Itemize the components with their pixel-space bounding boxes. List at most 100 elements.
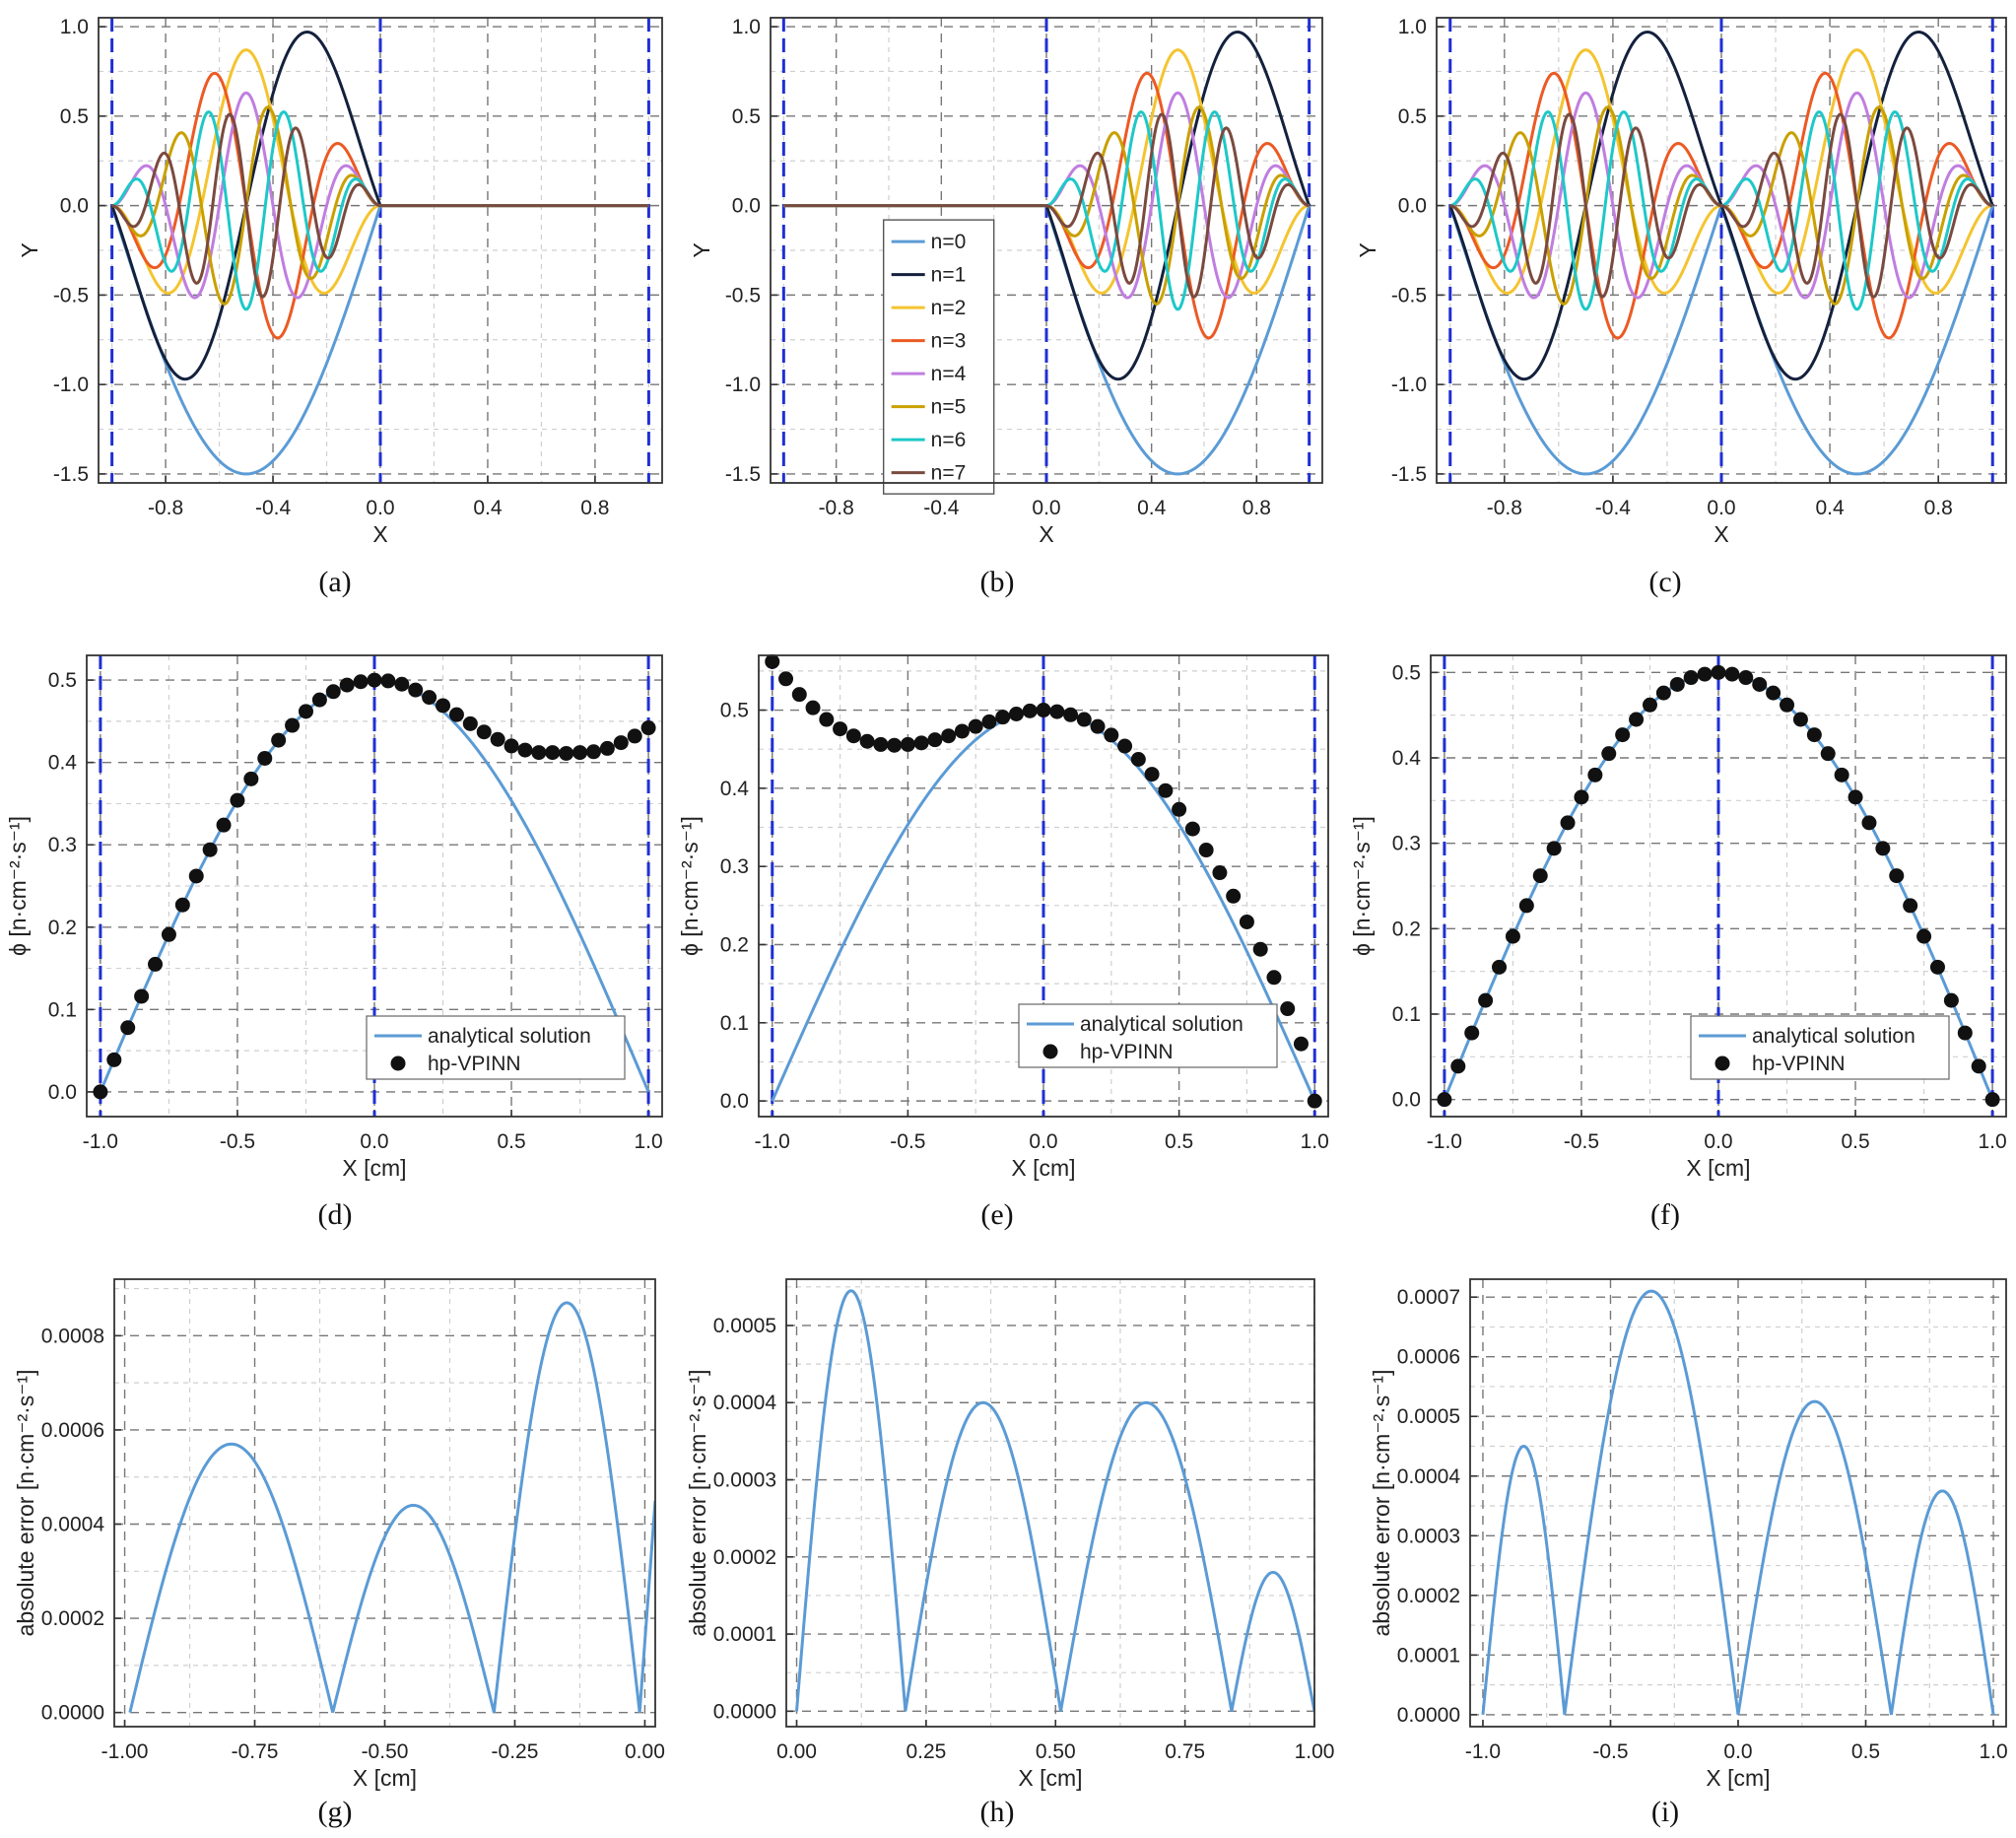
y-axis-label: absolute error [n·cm⁻²·s⁻¹] <box>1369 1370 1394 1637</box>
hp-vpinn-point <box>1697 666 1713 682</box>
x-tick-label: -0.50 <box>362 1740 409 1763</box>
hp-vpinn-point <box>1172 801 1187 817</box>
y-tick-label: 1.0 <box>1398 16 1427 38</box>
x-tick-label: 0.50 <box>1036 1740 1076 1763</box>
panel-g: -1.00 -0.75 -0.50 -0.25 0.00 0.0000 0.0002 0.00… <box>13 1278 665 1828</box>
x-tick-label: 0.00 <box>776 1740 817 1763</box>
y-tick-label: 0.0008 <box>41 1325 104 1347</box>
y-tick-label: 0.5 <box>60 105 89 128</box>
plot-frame <box>770 17 1323 484</box>
plot-frame <box>98 17 663 484</box>
x-tick-label: -0.75 <box>232 1740 279 1763</box>
hp-vpinn-point <box>1546 841 1562 856</box>
absolute-error-line <box>1481 1289 1995 1716</box>
y-tick-label: 0.0007 <box>1397 1286 1460 1309</box>
hp-vpinn-point <box>1766 685 1781 701</box>
hp-vpinn-point <box>1587 767 1603 783</box>
hp-vpinn-point <box>1943 992 1959 1008</box>
hp-vpinn-point <box>1158 783 1174 798</box>
x-tick-label: -1.0 <box>1465 1740 1501 1763</box>
hp-vpinn-point <box>1252 941 1268 957</box>
hp-vpinn-point <box>1117 738 1133 754</box>
x-tick-label: -0.5 <box>1564 1130 1599 1153</box>
hp-vpinn-point <box>531 745 547 761</box>
y-tick-label: 0.0002 <box>41 1607 104 1630</box>
hp-vpinn-point <box>339 677 355 693</box>
legend-entry-hp-vpinn: hp-VPINN <box>1080 1041 1174 1063</box>
y-tick-label: 0.0 <box>60 195 89 218</box>
hp-vpinn-point <box>1683 670 1699 686</box>
legend-box <box>882 219 995 495</box>
x-tick-label: -1.0 <box>83 1130 118 1153</box>
hp-vpinn-point <box>1450 1058 1466 1074</box>
y-tick-label: 0.0000 <box>713 1700 776 1723</box>
hp-vpinn-point <box>243 771 259 786</box>
hp-vpinn-point <box>1505 928 1520 944</box>
x-tick-label: 0.5 <box>1165 1130 1193 1153</box>
panel-e: -1.0 -0.5 0.0 0.5 1.0 0.0 0.1 0.2 0.3 0.4 0.5 X [cm… <box>677 653 1329 1231</box>
y-axis-label: ϕ [n·cm⁻²·s⁻¹] <box>5 816 31 956</box>
hp-vpinn-point <box>1861 815 1877 831</box>
hp-vpinn-point <box>1104 727 1119 743</box>
plot-area <box>795 1289 1314 1712</box>
legend-entry-analytical: analytical solution <box>1752 1025 1915 1048</box>
x-tick-label: 0.8 <box>1924 497 1953 519</box>
y-tick-label: 0.2 <box>720 933 749 956</box>
hp-vpinn-point <box>298 704 313 719</box>
y-tick-label: 0.0 <box>732 195 761 218</box>
hp-vpinn-point <box>120 1020 136 1036</box>
hp-vpinn-point <box>517 742 533 758</box>
x-tick-label: 1.00 <box>1295 1740 1335 1763</box>
x-tick-label: 0.0 <box>1704 1130 1732 1153</box>
plot-frame <box>113 1278 656 1728</box>
hp-vpinn-point <box>900 736 915 752</box>
hp-vpinn-point <box>106 1052 122 1067</box>
x-tick-label: 0.0 <box>360 1130 388 1153</box>
panel-caption: (f) <box>1650 1198 1680 1231</box>
absolute-error-line <box>128 1301 655 1714</box>
x-tick-label: -0.8 <box>148 497 183 519</box>
x-tick-label: 0.25 <box>906 1740 946 1763</box>
y-axis-label: ϕ [n·cm⁻²·s⁻¹] <box>677 816 703 956</box>
hp-vpinn-point <box>1738 670 1754 686</box>
hp-vpinn-point <box>1655 685 1671 701</box>
panel-f: -1.0 -0.5 0.0 0.5 1.0 0.0 0.1 0.2 0.3 0.4 0.5 X [cm… <box>1349 654 2007 1231</box>
x-tick-label: 1.0 <box>1978 1130 2006 1153</box>
legend-swatch-hp-vpinn <box>1714 1055 1730 1071</box>
hp-vpinn-point <box>1478 992 1494 1008</box>
hp-vpinn-point <box>1063 707 1079 722</box>
hp-vpinn-point <box>559 745 574 761</box>
y-tick-label: -1.0 <box>53 374 89 396</box>
hp-vpinn-point <box>1929 959 1945 975</box>
x-axis-label: X [cm] <box>1018 1765 1082 1791</box>
hp-vpinn-point <box>1903 898 1918 914</box>
x-tick-label: 0.4 <box>1815 497 1845 519</box>
hp-vpinn-point <box>1144 767 1160 783</box>
legend-box <box>1690 1015 1950 1080</box>
hp-vpinn-point <box>285 717 301 733</box>
hp-vpinn-point <box>572 745 588 761</box>
hp-vpinn-point <box>1820 746 1836 762</box>
x-tick-label: -0.5 <box>890 1130 925 1153</box>
hp-vpinn-point <box>380 673 396 689</box>
x-axis-label: X <box>1039 521 1053 547</box>
y-tick-label: 0.3 <box>48 834 77 856</box>
x-tick-label: 0.8 <box>1243 497 1271 519</box>
hp-vpinn-point <box>1957 1025 1973 1041</box>
hp-vpinn-point <box>1984 1092 2000 1108</box>
legend-swatch-hp-vpinn <box>1042 1044 1058 1059</box>
hp-vpinn-point <box>1889 868 1905 884</box>
x-tick-label: 0.75 <box>1165 1740 1205 1763</box>
legend: analytical solution hp-VPINN <box>1690 1015 1950 1080</box>
panel-caption: (b) <box>980 566 1015 598</box>
hp-vpinn-point <box>311 692 327 708</box>
hp-vpinn-point <box>408 682 424 698</box>
hp-vpinn-point <box>1280 1001 1296 1017</box>
x-tick-label: -0.4 <box>923 497 960 519</box>
hp-vpinn-point <box>1076 712 1092 727</box>
hp-vpinn-point <box>954 723 970 739</box>
legend: n=0 n=1 n=2 n=3 n=4 n=5 n=6 n=7 <box>882 219 995 495</box>
hp-vpinn-point <box>1022 703 1038 718</box>
plot-area <box>783 31 1311 476</box>
